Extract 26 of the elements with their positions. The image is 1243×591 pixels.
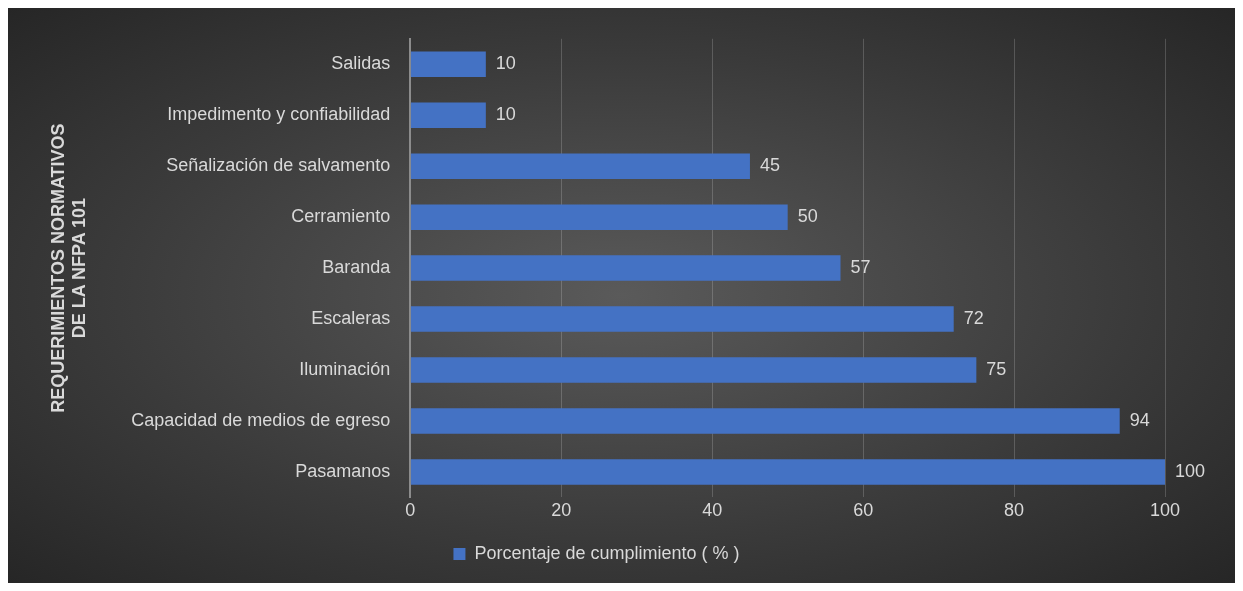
y-tick-label: Cerramiento — [291, 206, 391, 227]
x-tick-label: 0 — [405, 500, 416, 521]
data-label: 94 — [1129, 409, 1150, 430]
y-tick-label: Impedimento y confiabilidad — [167, 104, 391, 125]
y-tick-label: Escaleras — [311, 308, 391, 329]
x-tick-label: 20 — [551, 500, 572, 521]
x-tick-label: 80 — [1004, 500, 1025, 521]
data-label: 10 — [495, 104, 516, 125]
y-tick-label: Baranda — [322, 257, 392, 278]
x-tick-label: 100 — [1149, 500, 1181, 521]
data-label: 72 — [963, 308, 984, 329]
data-label: 10 — [495, 53, 516, 74]
legend-label: Porcentaje de cumplimiento ( % ) — [474, 542, 740, 563]
data-label: 100 — [1175, 460, 1206, 481]
x-tick-label: 60 — [853, 500, 874, 521]
x-tick-label: 40 — [702, 500, 723, 521]
data-label: 45 — [759, 155, 780, 176]
y-tick-label: Iluminación — [299, 358, 391, 379]
data-label: 50 — [797, 206, 818, 227]
data-label: 75 — [986, 358, 1007, 379]
y-tick-label: Capacidad de medios de egreso — [131, 409, 391, 430]
data-label: 57 — [850, 257, 871, 278]
y-tick-label: Señalización de salvamento — [166, 155, 391, 176]
y-axis-title: REQUERIMIENTOS NORMATIVOS DE LA NFPA 101 — [47, 123, 90, 413]
y-tick-label: Pasamanos — [295, 460, 391, 481]
y-tick-label: Salidas — [331, 53, 391, 74]
